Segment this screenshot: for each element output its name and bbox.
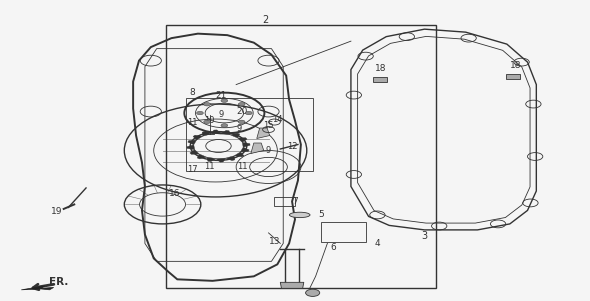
Polygon shape — [21, 286, 54, 290]
Text: 4: 4 — [375, 239, 380, 248]
Text: 11: 11 — [187, 117, 197, 126]
Text: 20: 20 — [237, 107, 248, 116]
Circle shape — [204, 103, 211, 106]
Text: 21: 21 — [216, 91, 227, 100]
Polygon shape — [225, 156, 235, 160]
Text: 9: 9 — [266, 146, 271, 155]
Text: 10: 10 — [204, 116, 215, 125]
Bar — [166, 25, 436, 288]
Polygon shape — [187, 145, 195, 150]
Polygon shape — [188, 140, 196, 145]
Polygon shape — [234, 152, 244, 157]
Polygon shape — [211, 130, 221, 134]
Text: 12: 12 — [287, 141, 297, 150]
Text: 16: 16 — [169, 189, 180, 198]
Text: FR.: FR. — [49, 277, 68, 287]
Polygon shape — [242, 142, 250, 147]
Polygon shape — [238, 138, 247, 142]
Polygon shape — [193, 135, 203, 140]
Text: 17: 17 — [186, 166, 197, 175]
Text: 2: 2 — [263, 15, 268, 25]
Circle shape — [245, 111, 252, 115]
Text: 14: 14 — [272, 115, 283, 123]
Polygon shape — [280, 282, 304, 288]
Polygon shape — [257, 128, 270, 138]
Polygon shape — [216, 158, 226, 162]
Bar — [373, 77, 388, 82]
Bar — [322, 222, 366, 242]
Bar — [506, 74, 520, 79]
Polygon shape — [251, 143, 264, 154]
Text: 8: 8 — [189, 88, 195, 97]
Circle shape — [204, 120, 211, 124]
Text: 19: 19 — [51, 207, 63, 216]
Polygon shape — [190, 150, 199, 154]
Bar — [186, 98, 313, 172]
Circle shape — [196, 111, 204, 115]
Polygon shape — [206, 157, 216, 162]
Text: 13: 13 — [268, 237, 280, 247]
Text: 11: 11 — [237, 163, 247, 172]
Text: 15: 15 — [263, 120, 274, 129]
Circle shape — [238, 120, 245, 124]
Text: 3: 3 — [421, 231, 428, 241]
Text: 5: 5 — [319, 210, 324, 219]
Text: 7: 7 — [292, 197, 298, 206]
Polygon shape — [240, 147, 249, 152]
Circle shape — [306, 289, 320, 296]
Polygon shape — [202, 132, 211, 136]
Text: 9: 9 — [237, 123, 242, 132]
Circle shape — [221, 124, 228, 127]
Polygon shape — [197, 154, 207, 159]
Circle shape — [221, 99, 228, 102]
Ellipse shape — [290, 212, 310, 218]
Text: 11: 11 — [204, 163, 215, 172]
Polygon shape — [221, 130, 230, 135]
Circle shape — [238, 103, 245, 106]
Text: 9: 9 — [219, 110, 224, 119]
Text: 18: 18 — [375, 64, 386, 73]
Text: 18: 18 — [510, 61, 522, 70]
Text: 6: 6 — [330, 244, 336, 252]
Polygon shape — [230, 133, 240, 138]
